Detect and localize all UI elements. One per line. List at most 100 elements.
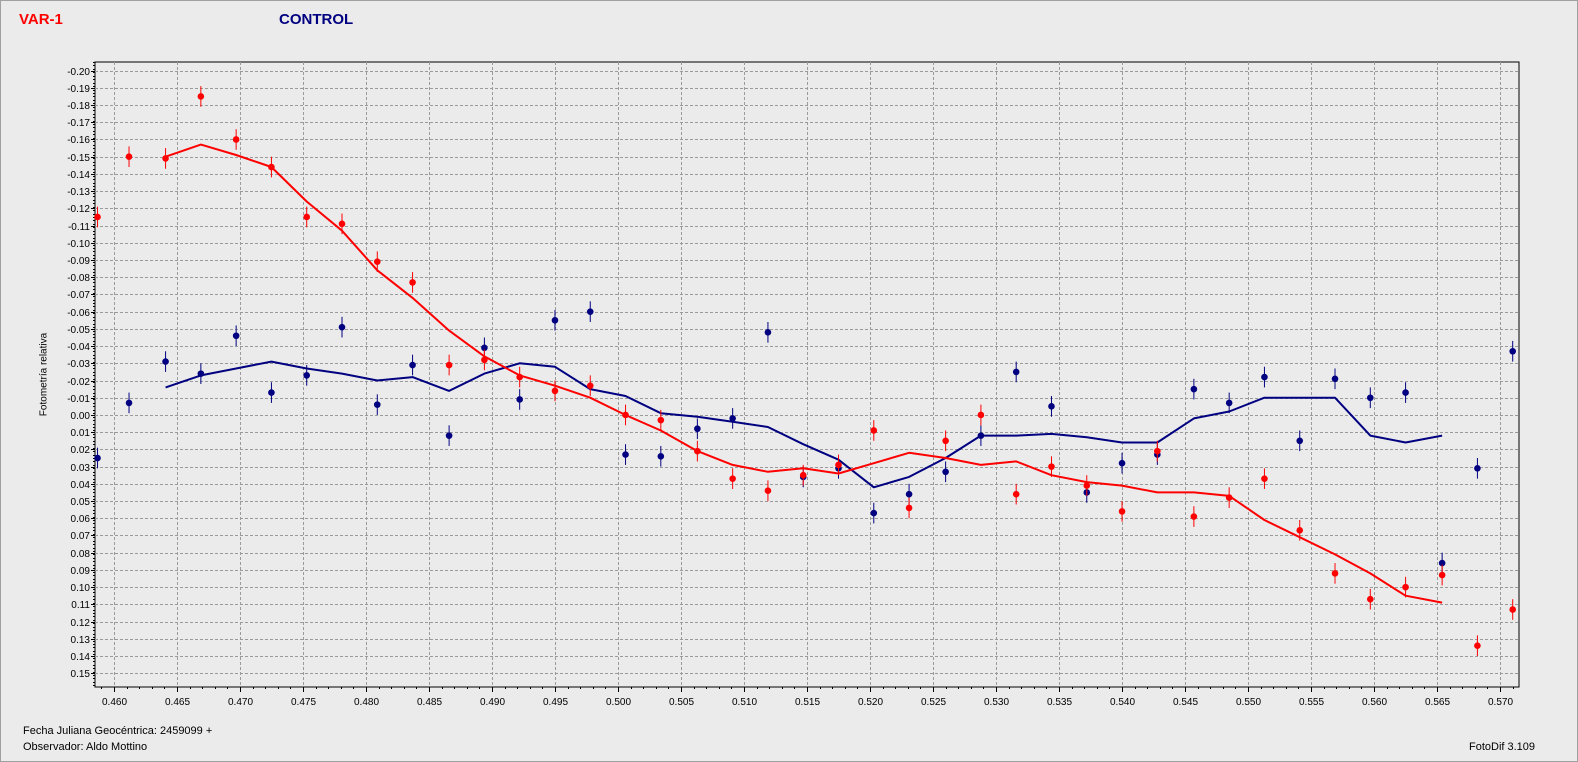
y-tick-label: -0.16	[67, 135, 90, 146]
data-point	[1438, 571, 1446, 579]
x-tick-label: 0.530	[984, 697, 1009, 708]
data-point	[1118, 508, 1126, 515]
data-point	[125, 153, 133, 160]
data-point	[622, 411, 629, 419]
data-point	[94, 454, 101, 462]
data-point	[1012, 490, 1020, 498]
x-tick-label: 0.560	[1362, 697, 1387, 708]
data-point	[586, 308, 594, 315]
y-tick-label: -0.17	[67, 118, 90, 129]
y-tick-label: 0.06	[71, 514, 91, 525]
data-point	[764, 329, 772, 336]
x-tick-label: 0.510	[732, 697, 757, 708]
y-tick-label: 0.10	[71, 583, 91, 594]
data-point	[409, 361, 416, 369]
data-point	[1402, 389, 1409, 396]
data-point	[94, 213, 101, 221]
y-tick-label: -0.13	[67, 187, 90, 198]
data-point	[870, 427, 878, 434]
data-point	[1190, 513, 1198, 520]
data-point	[232, 136, 240, 143]
x-tick-label: 0.540	[1110, 697, 1135, 708]
data-point	[1048, 403, 1055, 410]
data-point	[373, 401, 381, 408]
y-tick-label: -0.14	[67, 170, 90, 181]
data-point	[373, 258, 381, 266]
legend-control-label: CONTROL	[279, 11, 354, 28]
julian-date-label: Fecha Juliana Geocéntrica: 2459099 +	[23, 725, 213, 737]
data-point	[1154, 447, 1161, 455]
data-point	[162, 155, 169, 162]
y-tick-label: -0.11	[68, 222, 90, 233]
y-tick-label: -0.05	[67, 325, 90, 336]
y-tick-label: 0.07	[71, 531, 91, 542]
data-point	[481, 356, 488, 364]
data-point	[657, 452, 665, 460]
y-tick-label: -0.19	[67, 84, 90, 95]
data-point	[905, 504, 913, 512]
data-point	[1012, 368, 1020, 376]
data-point	[481, 344, 488, 352]
y-tick-label: 0.11	[71, 600, 90, 611]
data-point	[551, 316, 559, 324]
x-tick-label: 0.465	[165, 697, 190, 708]
data-point	[1261, 475, 1268, 482]
data-point	[1118, 459, 1126, 467]
series-var	[94, 86, 1516, 657]
y-tick-label: -0.02	[67, 377, 90, 388]
x-tick-label: 0.490	[480, 697, 505, 708]
y-tick-label: -0.06	[67, 308, 90, 319]
y-tick-label: 0.14	[71, 652, 91, 663]
data-point	[1296, 437, 1304, 445]
observer-label: Observador: Aldo Mottino	[23, 741, 148, 753]
x-tick-label: 0.460	[102, 697, 127, 708]
data-point	[586, 382, 594, 389]
data-point	[445, 361, 453, 369]
data-point	[942, 437, 949, 445]
x-tick-label: 0.515	[795, 697, 820, 708]
grid	[95, 62, 1519, 687]
data-point	[1190, 385, 1198, 393]
data-point	[1366, 595, 1374, 603]
x-tick-label: 0.500	[606, 697, 631, 708]
data-point	[694, 425, 701, 433]
data-point	[338, 323, 346, 331]
y-tick-label: -0.07	[67, 290, 90, 301]
series-control	[94, 301, 1516, 574]
y-tick-label: 0.08	[71, 549, 91, 560]
y-tick-label: 0.05	[71, 497, 91, 508]
x-tick-label: 0.570	[1488, 697, 1513, 708]
y-tick-label: -0.09	[67, 256, 90, 267]
x-tick-label: 0.550	[1236, 697, 1261, 708]
data-point	[1083, 482, 1091, 489]
y-tick-label: -0.04	[67, 342, 90, 353]
x-tick-label: 0.475	[291, 697, 316, 708]
data-point	[729, 475, 736, 482]
y-tick-label: 0.13	[71, 635, 91, 646]
data-point	[1261, 373, 1268, 381]
data-point	[942, 468, 949, 476]
y-tick-label: -0.15	[67, 153, 90, 164]
data-point	[232, 332, 240, 340]
y-tick-label: 0.15	[71, 669, 91, 680]
data-point	[303, 372, 311, 379]
data-point	[1438, 559, 1446, 567]
data-point	[1225, 494, 1233, 501]
data-point	[1402, 583, 1409, 591]
data-point	[1474, 465, 1481, 472]
data-point	[1048, 463, 1055, 470]
y-tick-label: -0.01	[67, 394, 90, 405]
data-point	[162, 358, 169, 365]
data-point	[1474, 642, 1481, 649]
data-point	[338, 220, 346, 228]
data-point	[977, 432, 985, 439]
data-point	[622, 451, 629, 458]
data-point	[1509, 347, 1516, 355]
x-tick-label: 0.545	[1173, 697, 1198, 708]
y-tick-label: -0.03	[67, 359, 90, 370]
y-tick-label: -0.20	[67, 67, 90, 78]
x-tick-label: 0.480	[354, 697, 379, 708]
data-point	[694, 447, 701, 455]
y-tick-label: -0.08	[67, 273, 90, 284]
y-tick-label: 0.00	[71, 411, 91, 422]
